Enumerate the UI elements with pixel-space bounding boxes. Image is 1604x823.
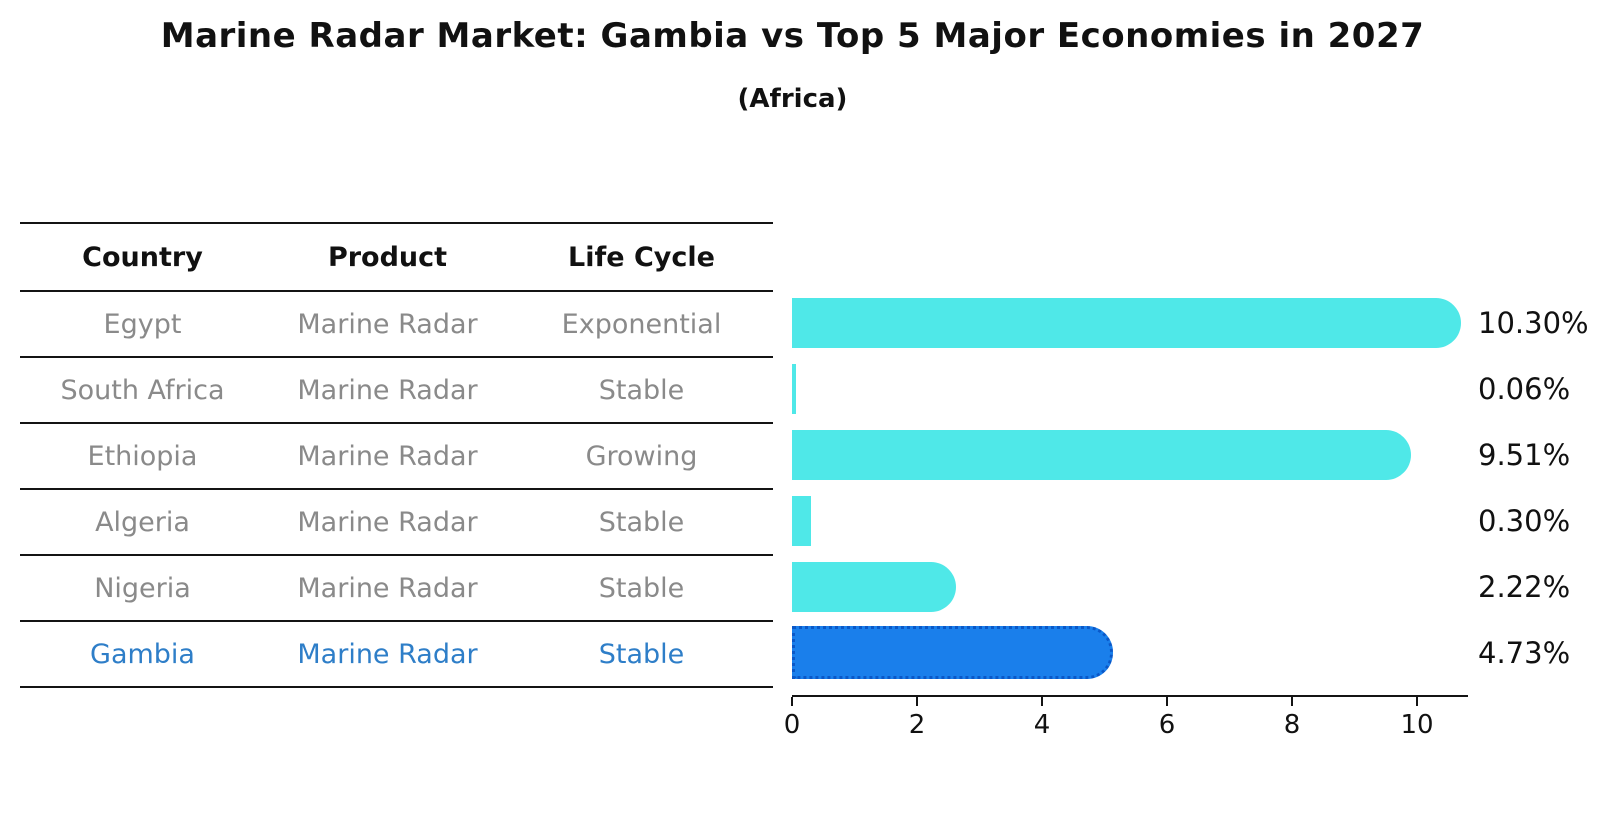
life-cycle-cell: Stable: [598, 572, 685, 604]
product-cell: Marine Radar: [297, 308, 478, 340]
x-tick-mark: [1416, 697, 1418, 706]
life-cycle-cell: Growing: [585, 440, 698, 472]
column-header-country: Country: [82, 241, 203, 273]
bar-egypt: [792, 298, 1461, 348]
x-tick-mark: [791, 697, 793, 706]
table-row: Ethiopia Marine Radar Growing: [20, 424, 773, 490]
value-label: 0.30%: [1478, 504, 1571, 538]
value-label: 0.06%: [1478, 372, 1571, 406]
figure-header: Marine Radar Market: Gambia vs Top 5 Maj…: [0, 0, 1585, 114]
table-row: Egypt Marine Radar Exponential: [20, 292, 773, 358]
table-row: South Africa Marine Radar Stable: [20, 358, 773, 424]
life-cycle-cell: Stable: [598, 374, 685, 406]
x-tick-label: 10: [1400, 710, 1434, 740]
country-cell: Ethiopia: [87, 440, 198, 472]
country-cell: South Africa: [60, 374, 225, 406]
x-tick-label: 6: [1158, 710, 1176, 740]
product-cell: Marine Radar: [297, 374, 478, 406]
product-cell: Marine Radar: [297, 572, 478, 604]
bar-ethiopia: [792, 430, 1412, 480]
value-label: 10.30%: [1478, 306, 1589, 340]
bar-gambia: [792, 626, 1113, 679]
life-cycle-cell: Stable: [598, 638, 685, 670]
country-table: Country Product Life Cycle Egypt Marine …: [20, 222, 773, 688]
x-tick-mark: [916, 697, 918, 706]
x-axis-line: [792, 695, 1468, 697]
table-header-row: Country Product Life Cycle: [20, 224, 773, 292]
country-cell: Nigeria: [94, 572, 191, 604]
bar-algeria: [792, 496, 811, 546]
bar-nigeria: [792, 562, 956, 612]
country-cell: Egypt: [103, 308, 182, 340]
bar-south-africa: [792, 364, 796, 414]
product-cell: Marine Radar: [297, 638, 478, 670]
value-label: 9.51%: [1478, 438, 1571, 472]
x-tick-label: 4: [1033, 710, 1051, 740]
country-cell: Algeria: [95, 506, 190, 538]
product-cell: Marine Radar: [297, 440, 478, 472]
x-tick-label: 0: [783, 710, 801, 740]
column-header-life-cycle: Life Cycle: [568, 241, 715, 273]
x-tick-label: 2: [908, 710, 926, 740]
value-label: 2.22%: [1478, 570, 1571, 604]
product-cell: Marine Radar: [297, 506, 478, 538]
life-cycle-cell: Stable: [598, 506, 685, 538]
table-row: Algeria Marine Radar Stable: [20, 490, 773, 556]
x-tick-mark: [1166, 697, 1168, 706]
country-cell: Gambia: [90, 638, 195, 670]
x-tick-label: 8: [1283, 710, 1301, 740]
table-row-gambia: Gambia Marine Radar Stable: [20, 622, 773, 688]
life-cycle-cell: Exponential: [561, 308, 722, 340]
value-label: 4.73%: [1478, 636, 1571, 670]
chart-title: Marine Radar Market: Gambia vs Top 5 Maj…: [160, 16, 1425, 56]
chart-subtitle: (Africa): [737, 84, 848, 114]
x-tick-mark: [1291, 697, 1293, 706]
x-tick-mark: [1041, 697, 1043, 706]
column-header-product: Product: [327, 241, 448, 273]
table-row: Nigeria Marine Radar Stable: [20, 556, 773, 622]
